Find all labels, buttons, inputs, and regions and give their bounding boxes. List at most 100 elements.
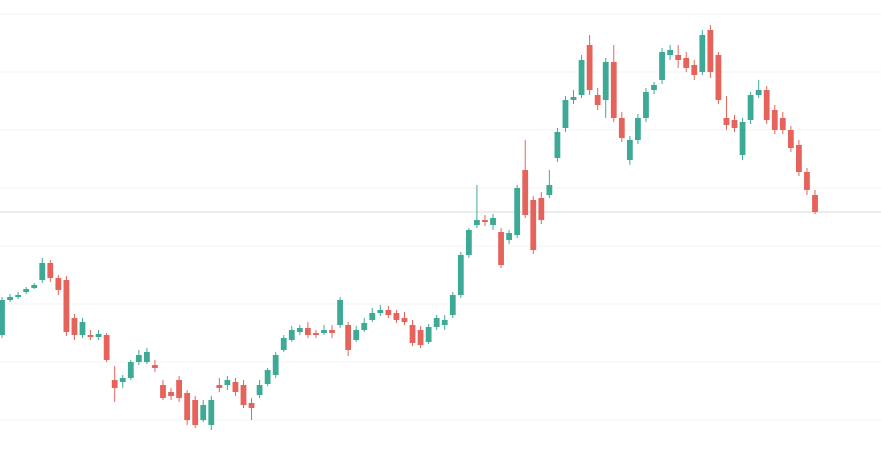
- candle-body: [441, 320, 448, 325]
- candle-body: [546, 185, 553, 195]
- candle-body: [610, 62, 617, 118]
- candle-body: [7, 297, 13, 300]
- candle-body: [691, 65, 698, 75]
- candle-body: [385, 310, 392, 315]
- candle-body: [715, 55, 722, 100]
- candle-body: [755, 90, 762, 95]
- candle-body: [208, 400, 215, 425]
- candle-body: [409, 325, 416, 343]
- candle-body: [562, 100, 569, 128]
- candle-body: [63, 280, 70, 332]
- candle-body: [87, 335, 94, 337]
- candle-body: [71, 318, 78, 335]
- candle-body: [377, 310, 384, 313]
- candle-body: [192, 400, 199, 425]
- candle-body: [779, 118, 786, 130]
- candle-body: [449, 295, 456, 315]
- candle-body: [707, 30, 714, 72]
- candle-body: [168, 392, 174, 396]
- candle-body: [602, 62, 609, 100]
- candle-body: [635, 118, 641, 140]
- candle-body: [594, 95, 601, 105]
- candle-body: [256, 385, 263, 395]
- candle-body: [490, 218, 496, 225]
- candle-body: [618, 118, 625, 138]
- candle-body: [313, 333, 319, 335]
- candle-body: [530, 200, 537, 250]
- candle-body: [232, 382, 239, 392]
- candle-body: [369, 313, 376, 320]
- candle-body: [152, 365, 158, 368]
- candle-body: [15, 295, 21, 297]
- candle-body: [240, 385, 247, 405]
- candle-body: [626, 140, 633, 160]
- candle-body: [763, 90, 770, 120]
- candle-body: [675, 55, 682, 60]
- candle-body: [723, 118, 730, 125]
- candle-body: [248, 403, 255, 408]
- candle-body: [0, 300, 5, 335]
- candle-body: [119, 378, 126, 382]
- candle-body: [264, 370, 271, 384]
- candle-body: [514, 188, 521, 235]
- candle-body: [433, 318, 440, 327]
- candle-body: [667, 50, 674, 55]
- candle-body: [651, 85, 657, 90]
- candle-body: [111, 380, 118, 388]
- candle-body: [296, 328, 303, 332]
- candle-body: [401, 318, 408, 322]
- candle-body: [55, 278, 62, 290]
- candle-body: [699, 35, 706, 72]
- candle-body: [796, 145, 802, 172]
- candle-body: [361, 323, 368, 330]
- candle-body: [643, 92, 649, 118]
- candle-body: [586, 45, 593, 90]
- candle-body: [337, 300, 343, 325]
- candle-body: [95, 334, 102, 337]
- candle-body: [474, 220, 480, 225]
- candle-body: [353, 330, 360, 340]
- candle-body: [176, 380, 182, 398]
- candle-body: [329, 330, 335, 333]
- candle-body: [812, 195, 818, 212]
- candle-body: [747, 95, 754, 120]
- candle-body: [23, 289, 30, 292]
- candle-body: [31, 285, 38, 288]
- candle-body: [570, 97, 577, 100]
- candle-body: [224, 380, 231, 385]
- candle-body: [425, 327, 432, 342]
- candle-body: [280, 338, 287, 350]
- candle-body: [498, 232, 504, 265]
- candle-body: [578, 60, 585, 95]
- candle-body: [39, 263, 46, 280]
- candle-body: [321, 330, 327, 333]
- candle-body: [272, 355, 279, 375]
- candle-body: [739, 122, 746, 155]
- candle-body: [184, 393, 191, 420]
- candle-body: [200, 405, 207, 420]
- candle-body: [538, 198, 545, 220]
- candle-body: [522, 170, 529, 215]
- candle-body: [393, 313, 400, 320]
- candle-body: [731, 120, 738, 128]
- candle-body: [787, 130, 794, 148]
- candle-body: [482, 220, 488, 222]
- candle-body: [79, 322, 86, 335]
- candle-body: [345, 325, 352, 350]
- candle-body: [804, 172, 810, 190]
- candle-body: [135, 355, 142, 362]
- candle-body: [127, 362, 134, 378]
- candle-body: [47, 263, 54, 278]
- candle-body: [465, 230, 472, 255]
- candle-body: [457, 255, 464, 295]
- candle-body: [554, 132, 561, 158]
- candle-body: [683, 58, 690, 68]
- candle-body: [160, 385, 166, 398]
- candle-body: [288, 330, 295, 340]
- candle-body: [417, 330, 424, 345]
- candle-body: [216, 385, 223, 388]
- candle-body: [143, 352, 150, 362]
- candle-body: [304, 328, 311, 335]
- candle-body: [506, 233, 513, 240]
